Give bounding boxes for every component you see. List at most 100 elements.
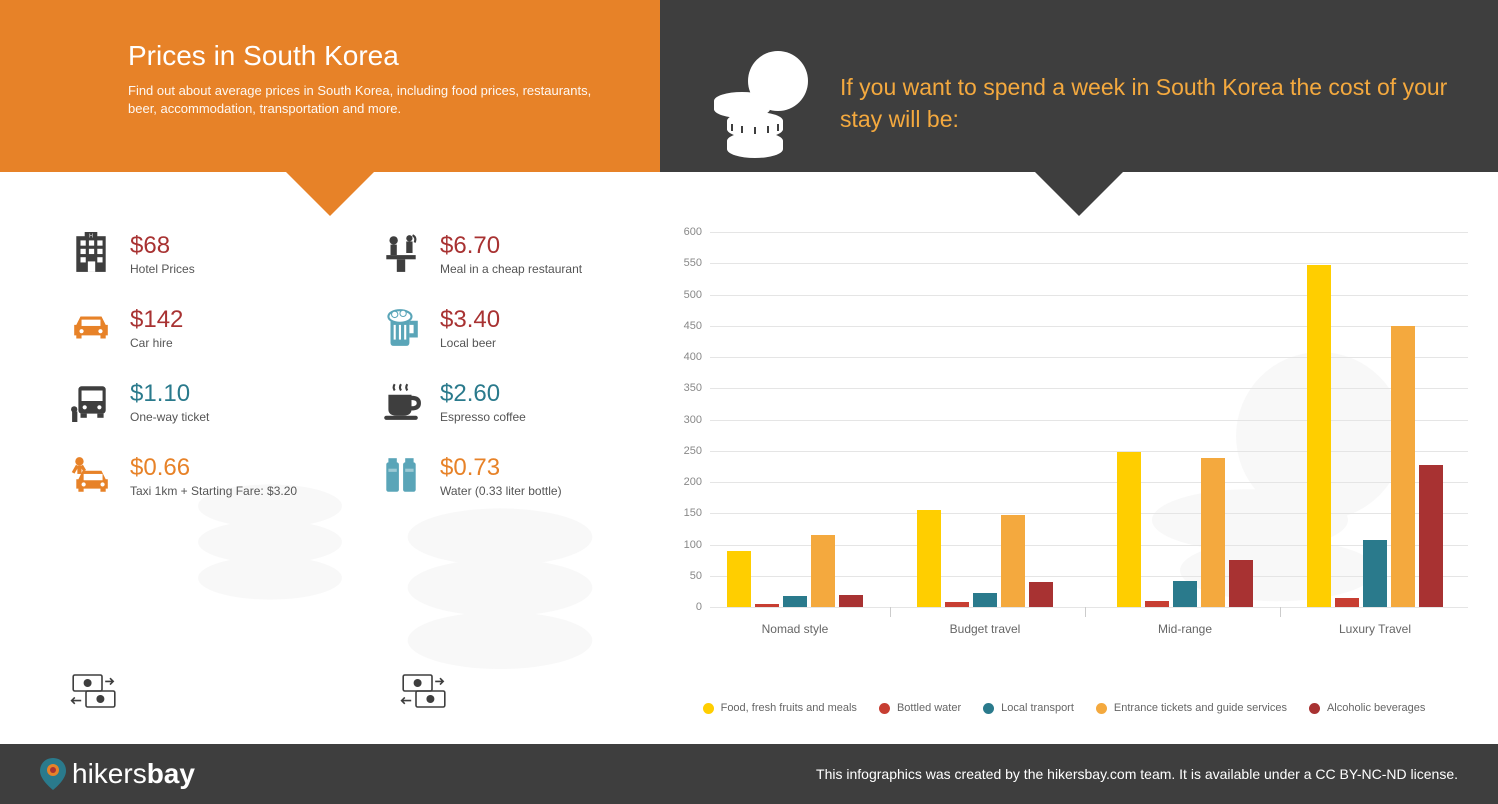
price-value: $68 [130,232,195,260]
price-label: Espresso coffee [440,410,526,424]
x-divider [1085,607,1086,617]
y-tick: 0 [696,601,702,613]
brand-second: bay [147,758,195,789]
legend-label: Bottled water [897,702,961,714]
legend-dot [983,703,994,714]
svg-text:H: H [89,233,93,239]
x-label: Nomad style [705,622,885,636]
meal-icon [380,232,422,274]
price-label: Hotel Prices [130,262,195,276]
x-divider [1280,607,1281,617]
legend-label: Food, fresh fruits and meals [721,702,857,714]
bar [1335,598,1359,607]
bar [1201,458,1225,607]
price-text: $68 Hotel Prices [130,232,195,276]
content: H $68 Hotel Prices $142 Car hire $1.10 O… [0,172,1498,744]
price-item: $6.70 Meal in a cheap restaurant [380,232,630,276]
price-value: $3.40 [440,306,500,334]
price-value: $1.10 [130,380,209,408]
brand-first: hikers [72,758,147,789]
legend-item: Food, fresh fruits and meals [703,702,857,714]
car-icon [70,306,112,348]
bar [727,551,751,607]
price-item: $0.73 Water (0.33 liter bottle) [380,454,630,498]
legend-label: Entrance tickets and guide services [1114,702,1287,714]
bar [811,535,835,607]
y-tick: 450 [684,320,702,332]
beer-icon [380,306,422,348]
price-value: $142 [130,306,183,334]
y-tick: 350 [684,382,702,394]
y-tick: 200 [684,476,702,488]
price-text: $1.10 One-way ticket [130,380,209,424]
water-icon [380,454,422,496]
coffee-icon [380,380,422,422]
price-value: $6.70 [440,232,582,260]
page-title: Prices in South Korea [128,40,620,72]
price-text: $2.60 Espresso coffee [440,380,526,424]
header-left: Prices in South Korea Find out about ave… [0,0,660,172]
page-subtitle: Find out about average prices in South K… [128,82,620,118]
logo-pin-icon [40,758,66,790]
header: Prices in South Korea Find out about ave… [0,0,1498,172]
bar [1363,540,1387,608]
price-label: Water (0.33 liter bottle) [440,484,562,498]
gridline [710,607,1468,608]
price-item: $2.60 Espresso coffee [380,380,630,424]
legend-item: Alcoholic beverages [1309,702,1425,714]
price-item: $142 Car hire [70,306,320,350]
x-label: Luxury Travel [1285,622,1465,636]
price-label: Car hire [130,336,183,350]
price-item: $0.66 Taxi 1km + Starting Fare: $3.20 [70,454,320,498]
price-label: One-way ticket [130,410,209,424]
price-text: $0.73 Water (0.33 liter bottle) [440,454,562,498]
x-divider [890,607,891,617]
y-tick: 550 [684,257,702,269]
coins-icon [700,49,810,159]
brand-logo: hikersbay [40,758,195,790]
bar [1307,265,1331,608]
bar [1001,515,1025,608]
y-tick: 100 [684,539,702,551]
bar [1145,601,1169,607]
y-tick: 250 [684,445,702,457]
bar [755,604,779,607]
bar-group [905,510,1065,607]
y-tick: 150 [684,507,702,519]
y-tick: 500 [684,289,702,301]
bar [1173,581,1197,607]
exchange-icon [400,673,448,714]
legend-item: Local transport [983,702,1074,714]
y-tick: 300 [684,414,702,426]
footer-license-text: This infographics was created by the hik… [816,766,1458,782]
price-label: Taxi 1km + Starting Fare: $3.20 [130,484,297,498]
price-value: $0.66 [130,454,297,482]
bar [1391,326,1415,607]
legend-dot [879,703,890,714]
legend-label: Local transport [1001,702,1074,714]
price-column-left: H $68 Hotel Prices $142 Car hire $1.10 O… [70,232,320,744]
bar [945,602,969,607]
x-label: Budget travel [895,622,1075,636]
bar-group [1295,265,1455,608]
bar-group [1105,452,1265,607]
bar [783,596,807,607]
chart-legend: Food, fresh fruits and meals Bottled wate… [660,702,1468,714]
chart-section: 050100150200250300350400450500550600 Nom… [660,232,1498,744]
bars-area [710,232,1468,607]
exchange-icon [70,673,118,714]
price-item: $1.10 One-way ticket [70,380,320,424]
footer: hikersbay This infographics was created … [0,744,1498,804]
legend-dot [703,703,714,714]
header-cost-text: If you want to spend a week in South Kor… [840,72,1458,134]
bar-chart: 050100150200250300350400450500550600 Nom… [660,232,1468,652]
x-axis-labels: Nomad styleBudget travelMid-rangeLuxury … [710,622,1468,642]
legend-label: Alcoholic beverages [1327,702,1425,714]
bus-icon [70,380,112,422]
price-text: $142 Car hire [130,306,183,350]
legend-dot [1309,703,1320,714]
legend-item: Entrance tickets and guide services [1096,702,1287,714]
price-text: $3.40 Local beer [440,306,500,350]
bar [1419,465,1443,608]
price-value: $2.60 [440,380,526,408]
